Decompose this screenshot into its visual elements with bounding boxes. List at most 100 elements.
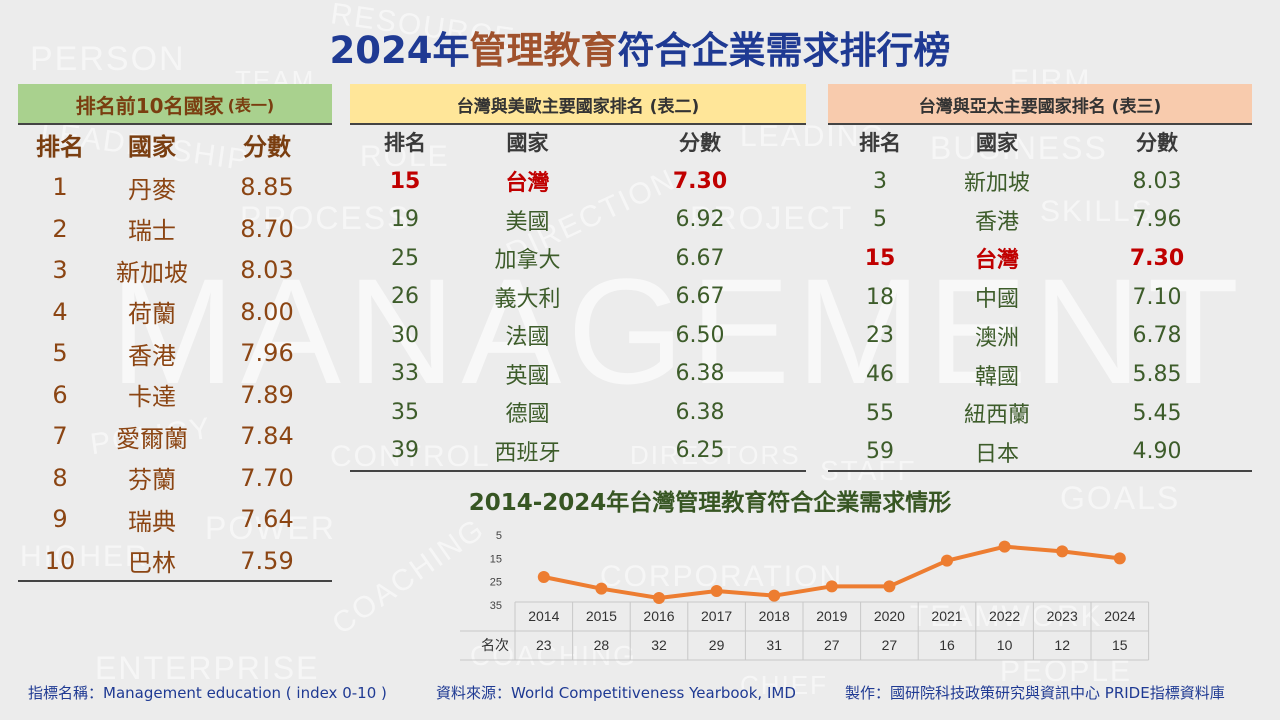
- table2-row: 35 德國 6.38: [350, 393, 805, 431]
- data-point: [1056, 545, 1069, 558]
- x-tick-label: 2015: [586, 608, 617, 624]
- table3-cell-country: 韓國: [974, 364, 1019, 390]
- table2-col-rank: 排名: [384, 131, 426, 155]
- data-table-value: 12: [1054, 637, 1070, 653]
- table1-header-row: 排名 國家 分數: [18, 125, 332, 163]
- table1-cell-score: 8.85: [240, 173, 294, 201]
- table1-cell-country: 荷蘭: [128, 300, 176, 328]
- table3-row: 46 韓國 5.85: [828, 356, 1252, 394]
- table1-col-country: 國家: [128, 132, 176, 161]
- table3-cell-country: 新加坡: [963, 171, 1030, 196]
- table3-cell-country: 日本: [974, 441, 1019, 467]
- data-point: [941, 554, 953, 567]
- x-tick-label: 2024: [1104, 608, 1135, 624]
- data-table-value: 29: [709, 637, 725, 653]
- data-table-value: 32: [651, 637, 667, 653]
- table2-title: 台灣與美歐主要國家排名 (表二): [456, 96, 700, 117]
- table1-cell-score: 8.70: [240, 214, 294, 243]
- table1-row: 7 愛爾蘭 7.84: [18, 417, 332, 455]
- table2-row: 26 義大利 6.67: [350, 278, 805, 316]
- data-table-value: 28: [594, 637, 610, 653]
- data-point: [768, 589, 781, 602]
- table1-title-suffix: (表一): [227, 96, 275, 115]
- table2-row: 19 美國 6.92: [350, 201, 805, 239]
- table3-cell-score: 5.85: [1132, 362, 1182, 387]
- table3-top-rule: [828, 123, 1252, 125]
- table1-row: 2 瑞士 8.70: [18, 210, 332, 248]
- title-rest: 符合企業需求排行榜: [617, 29, 951, 72]
- table3-row: 3 新加坡 8.03: [828, 162, 1252, 200]
- table2-cell-score: 6.38: [675, 399, 725, 425]
- table1-cell-score: 7.59: [240, 546, 294, 575]
- x-tick-label: 2016: [643, 608, 674, 624]
- table3-title: 台灣與亞太主要國家排名 (表三): [918, 96, 1162, 117]
- table1-cell-country: 丹麥: [128, 175, 176, 204]
- table1-bottom-rule: [18, 580, 332, 582]
- table3-cell-score: 6.78: [1132, 323, 1182, 349]
- table1-cell-country: 新加坡: [116, 258, 188, 287]
- table3-cell-rank: 46: [866, 362, 894, 387]
- x-tick-label: 2023: [1047, 608, 1078, 624]
- table2-cell-score: 6.25: [675, 438, 725, 463]
- table1-row: 1 丹麥 8.85: [18, 168, 332, 206]
- table2-col-score: 分數: [679, 131, 721, 155]
- footer-producer: 製作：國研院科技政策研究與資訊中心 PRIDE指標資料庫: [845, 684, 1225, 702]
- table2-cell-rank: 30: [391, 322, 419, 348]
- table3-bottom-rule: [828, 470, 1252, 472]
- table3-cell-country: 中國: [974, 287, 1019, 313]
- chart-title: 2014-2024年台灣管理教育符合企業需求情形: [468, 490, 952, 516]
- table2-cell-score: 6.92: [675, 207, 725, 232]
- table3-row: 5 香港 7.96: [828, 201, 1252, 239]
- table2-cell-country: 德國: [505, 402, 550, 427]
- data-table-value: 31: [766, 637, 782, 653]
- y-tick-label: 5: [496, 530, 502, 542]
- data-table-value: 27: [824, 637, 840, 653]
- table1-cell-country: 卡達: [128, 383, 176, 411]
- table1-cell-country: 瑞典: [128, 507, 176, 536]
- table1-cell-rank: 9: [52, 505, 68, 533]
- table2-cell-rank: 19: [391, 207, 419, 232]
- table3-cell-score: 4.90: [1132, 439, 1182, 465]
- table1-cell-country: 愛爾蘭: [116, 424, 188, 453]
- table2-cell-country: 美國: [505, 209, 550, 235]
- table1-row: 6 卡達 7.89: [18, 376, 332, 414]
- table2-bottom-rule: [350, 470, 806, 472]
- x-tick-label: 2017: [701, 608, 732, 624]
- table3-cell-rank: 18: [866, 284, 894, 310]
- table1-top-rule: [18, 123, 332, 125]
- data-point: [537, 571, 550, 583]
- table1-cell-score: 7.96: [240, 339, 294, 367]
- table3-row: 59 日本 4.90: [828, 433, 1252, 471]
- table1-cell-score: 7.64: [240, 505, 294, 533]
- table3-row: 23 澳洲 6.78: [828, 317, 1252, 355]
- table1-col-score: 分數: [243, 132, 291, 161]
- table2-row: 15 台灣 7.30: [350, 162, 805, 200]
- data-table-value: 27: [882, 637, 898, 653]
- data-table-grid: [460, 601, 1150, 661]
- footer-source: 資料來源：World Competitiveness Yearbook, IMD: [436, 684, 796, 702]
- table1-cell-score: 8.03: [240, 256, 294, 284]
- table3-col-country: 國家: [976, 131, 1018, 155]
- table2-cell-rank: 33: [391, 361, 419, 386]
- table2-cell-country: 英國: [505, 363, 550, 389]
- table2-cell-country: 西班牙: [494, 440, 561, 466]
- x-tick-label: 2018: [759, 608, 790, 624]
- table1-cell-score: 7.89: [240, 380, 294, 409]
- table1-cell-rank: 10: [44, 546, 76, 575]
- table3-cell-score: 8.03: [1132, 168, 1182, 194]
- table1-cell-rank: 8: [52, 463, 68, 492]
- table3-header-bar: 台灣與亞太主要國家排名 (表三): [828, 84, 1252, 124]
- table1-cell-country: 巴林: [128, 549, 176, 577]
- table1-row: 9 瑞典 7.64: [18, 500, 332, 538]
- table2-cell-rank: 15: [389, 168, 421, 194]
- table2-cell-rank: 25: [391, 245, 419, 271]
- page-title: 2024年管理教育符合企業需求排行榜: [0, 20, 1280, 74]
- table2-cell-country: 加拿大: [494, 248, 561, 273]
- bg-word: GOALS: [1060, 480, 1181, 516]
- table1-cell-rank: 4: [52, 297, 68, 326]
- x-tick-label: 2021: [931, 608, 962, 624]
- table2-cell-country: 法國: [505, 325, 550, 350]
- table3-row: 15 台灣 7.30: [828, 239, 1252, 277]
- table1-cell-rank: 6: [52, 380, 68, 409]
- table1-cell-rank: 7: [52, 422, 68, 450]
